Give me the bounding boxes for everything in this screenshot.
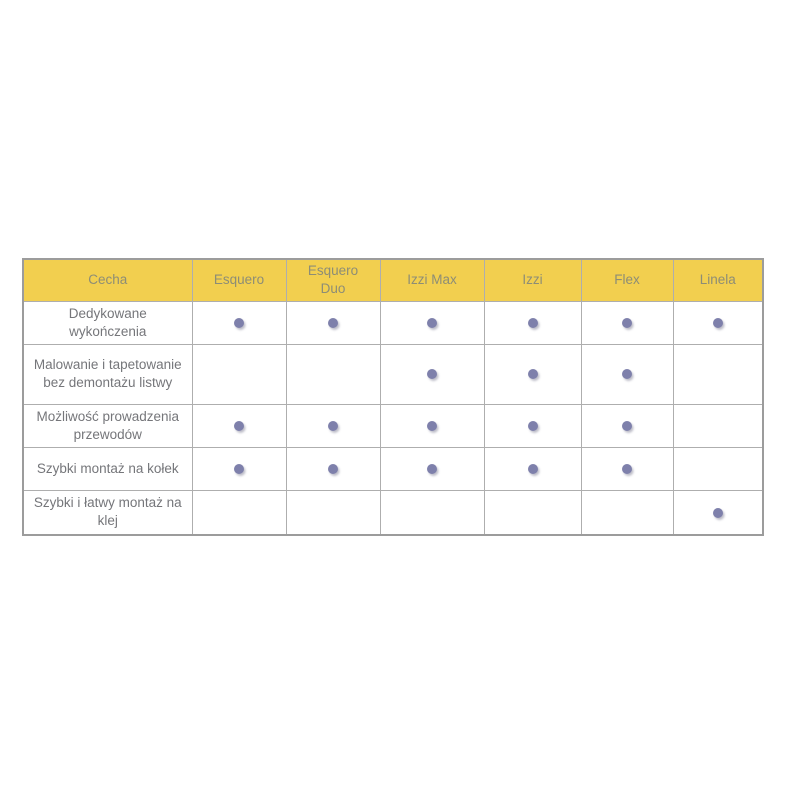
- dot-cell: [483, 403, 582, 448]
- dot-cell: [285, 403, 381, 448]
- dot-cell: [191, 300, 287, 345]
- header-cell-product-flex: Flex: [580, 258, 674, 302]
- feature-dot-icon: [622, 420, 632, 431]
- feature-dot-icon: [527, 369, 538, 380]
- header-cell-product-esquero: Esquero: [191, 258, 287, 302]
- dot-cell: [285, 446, 381, 491]
- dot-cell: [379, 446, 485, 491]
- header-cell-product-izzi: Izzi: [483, 258, 582, 302]
- table-row: Możliwość prowadzenia przewodów: [22, 403, 764, 448]
- header-row: Cecha Esquero Esquero Duo Izzi Max Izzi Flex…: [22, 258, 764, 302]
- feature-label: Szybki i łatwy montaż na klej: [22, 489, 193, 536]
- feature-dot-icon: [234, 463, 244, 474]
- table-row: Malowanie i tapetowanie bez demontażu li…: [22, 343, 764, 405]
- feature-dot-icon: [622, 463, 632, 474]
- empty-cell: [285, 489, 381, 536]
- empty-cell: [191, 343, 287, 405]
- empty-cell: [379, 489, 485, 536]
- feature-label: Możliwość prowadzenia przewodów: [22, 403, 193, 448]
- feature-dot-icon: [427, 369, 437, 380]
- empty-cell: [672, 403, 764, 448]
- dot-cell: [285, 300, 381, 345]
- dot-cell: [580, 343, 674, 405]
- feature-label: Szybki montaż na kołek: [22, 446, 193, 491]
- feature-dot-icon: [622, 369, 632, 380]
- header-cell-product-linela: Linela: [672, 258, 764, 302]
- empty-cell: [285, 343, 381, 405]
- dot-cell: [191, 446, 287, 491]
- header-cell-product-esquero-duo: Esquero Duo: [285, 258, 381, 302]
- feature-comparison-table: Cecha Esquero Esquero Duo Izzi Max Izzi Flex…: [22, 258, 764, 536]
- feature-dot-icon: [712, 317, 723, 328]
- header-cell-product-izzi-max: Izzi Max: [379, 258, 485, 302]
- table-row: Szybki i łatwy montaż na klej: [22, 489, 764, 536]
- dot-cell: [379, 300, 485, 345]
- dot-cell: [191, 403, 287, 448]
- dot-cell: [672, 489, 764, 536]
- empty-cell: [483, 489, 582, 536]
- feature-dot-icon: [328, 317, 338, 328]
- empty-cell: [672, 446, 764, 491]
- feature-dot-icon: [328, 463, 338, 474]
- table-row: Dedykowane wykończenia: [22, 300, 764, 345]
- feature-dot-icon: [234, 420, 244, 431]
- feature-dot-icon: [427, 463, 437, 474]
- feature-dot-icon: [527, 420, 538, 431]
- feature-label: Dedykowane wykończenia: [22, 300, 193, 345]
- dot-cell: [483, 300, 582, 345]
- feature-dot-icon: [527, 317, 538, 328]
- empty-cell: [672, 343, 764, 405]
- feature-dot-icon: [427, 420, 437, 431]
- dot-cell: [580, 403, 674, 448]
- empty-cell: [191, 489, 287, 536]
- feature-dot-icon: [328, 420, 338, 431]
- dot-cell: [483, 446, 582, 491]
- feature-dot-icon: [234, 317, 244, 328]
- feature-dot-icon: [427, 317, 437, 328]
- feature-dot-icon: [527, 463, 538, 474]
- table-row: Szybki montaż na kołek: [22, 446, 764, 491]
- dot-cell: [580, 300, 674, 345]
- feature-label: Malowanie i tapetowanie bez demontażu li…: [22, 343, 193, 405]
- dot-cell: [379, 343, 485, 405]
- dot-cell: [672, 300, 764, 345]
- empty-cell: [580, 489, 674, 536]
- feature-dot-icon: [712, 507, 723, 518]
- dot-cell: [483, 343, 582, 405]
- dot-cell: [379, 403, 485, 448]
- dot-cell: [580, 446, 674, 491]
- feature-dot-icon: [622, 317, 632, 328]
- header-cell-feature: Cecha: [22, 258, 193, 302]
- table-body: Dedykowane wykończenia Malowanie i tapeto…: [22, 300, 764, 536]
